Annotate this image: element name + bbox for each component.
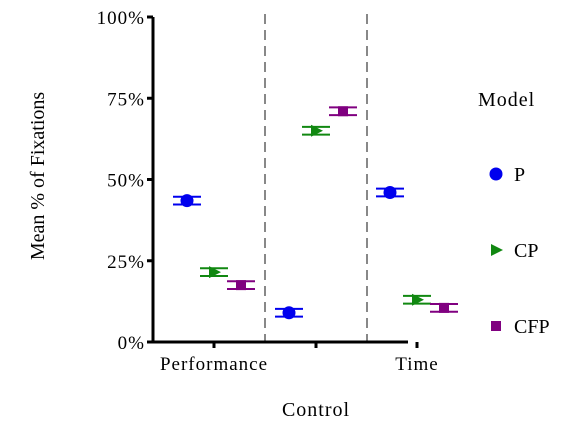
data-point-cp <box>209 266 221 279</box>
legend-marker-cp <box>491 244 503 256</box>
axes <box>151 17 408 344</box>
y-tick-label: 25% <box>107 252 145 273</box>
data-point-cfp <box>236 280 246 291</box>
y-tick-label: 0% <box>118 333 145 354</box>
data-point-p <box>383 186 397 199</box>
y-axis-title: Mean % of Fixations <box>27 92 49 261</box>
legend-marker-cfp <box>491 321 501 331</box>
legend-label-p: P <box>514 164 525 186</box>
category-separators <box>264 14 368 342</box>
x-tick-label: Performance <box>160 354 268 375</box>
legend-title: Model <box>478 89 535 111</box>
data-point-p <box>282 306 296 320</box>
y-tick-label: 100% <box>97 8 145 29</box>
data-point-p <box>180 194 194 208</box>
x-axis-title: Control <box>282 399 350 421</box>
y-tick-label: 50% <box>107 171 145 192</box>
legend: Model P CP CFP <box>478 89 550 338</box>
legend-label-cp: CP <box>514 240 538 262</box>
x-tick-label: Time <box>395 354 438 375</box>
legend-marker-p <box>489 167 503 181</box>
data-point-cp <box>412 293 424 306</box>
legend-label-cfp: CFP <box>514 316 550 338</box>
data-points <box>173 106 458 320</box>
data-point-cfp <box>439 302 449 313</box>
y-tick-label: 75% <box>107 89 145 110</box>
x-ticks: Performance Time <box>160 342 438 375</box>
y-ticks: 0% 25% 50% 75% 100% <box>97 8 153 354</box>
data-point-cfp <box>338 106 348 117</box>
data-point-cp <box>311 124 323 137</box>
